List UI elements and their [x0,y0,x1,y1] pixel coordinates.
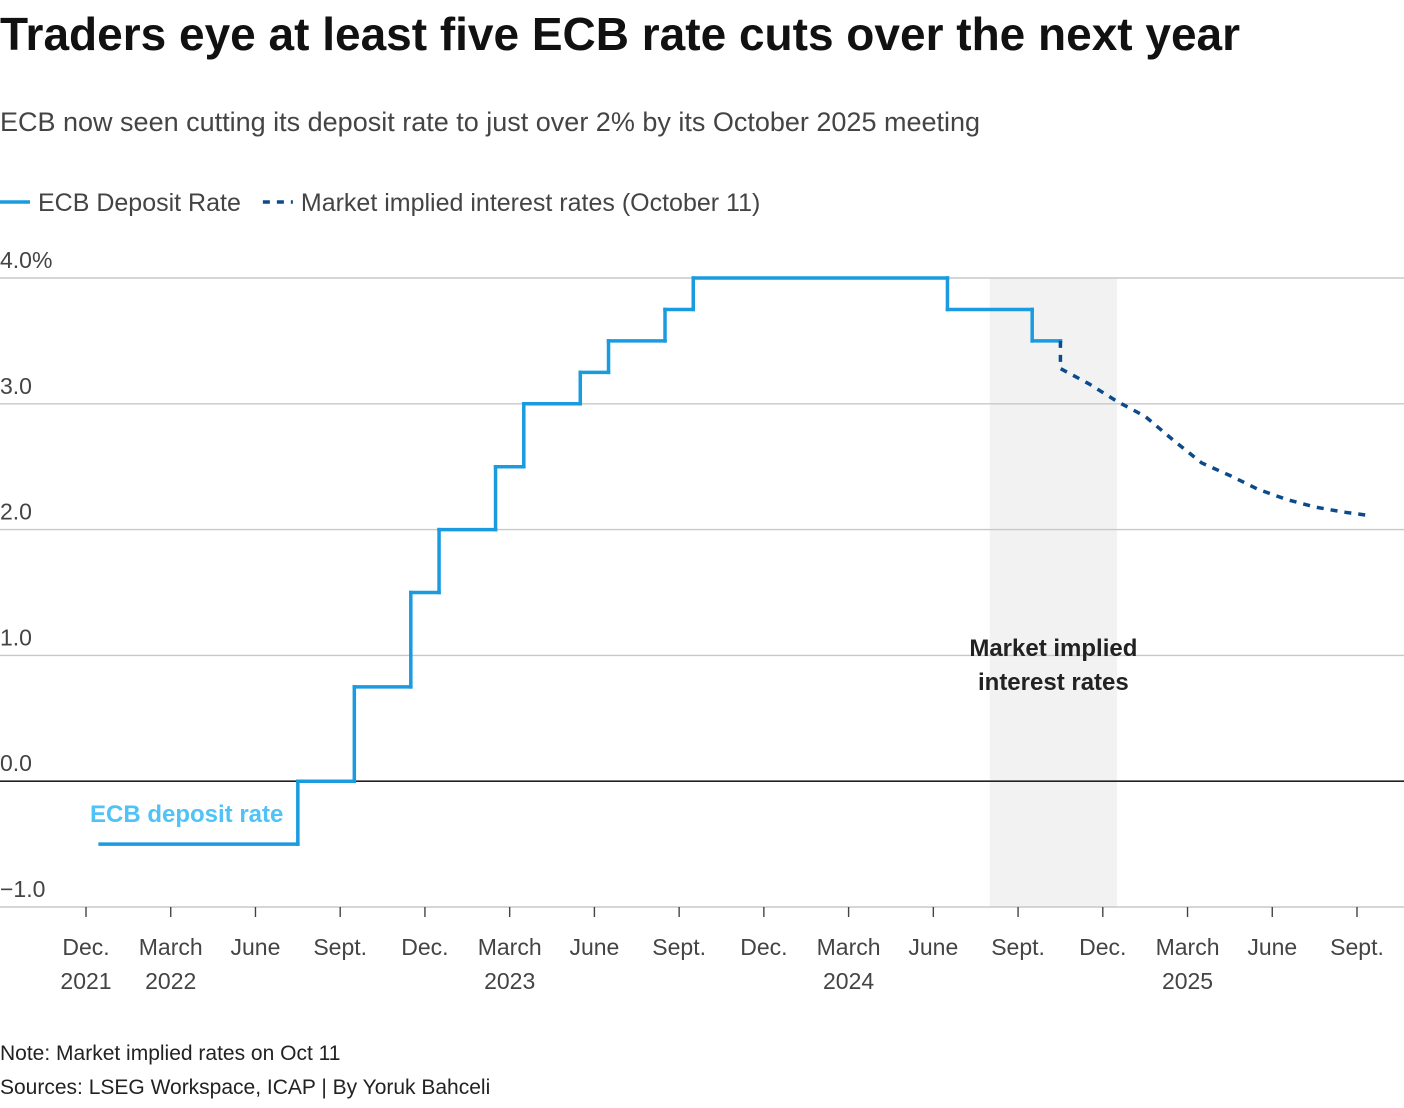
note: Note: Market implied rates on Oct 11 [0,1042,340,1065]
legend-label: ECB Deposit Rate [38,189,241,217]
x-tick-label: Sept. [991,934,1045,960]
chart-title: Traders eye at least five ECB rate cuts … [0,8,1240,60]
x-tick-label: June [569,934,619,960]
shaded-region [989,278,1117,907]
x-tick-label: June [908,934,958,960]
source: Sources: LSEG Workspace, ICAP | By Yoruk… [0,1076,490,1099]
x-tick-label: Dec. 2021 [60,934,111,994]
x-tick-label: Dec. [1079,934,1126,960]
x-tick-label: Sept. [652,934,706,960]
y-tick-label: −1.0 [0,876,45,902]
x-tick-label: Dec. [401,934,448,960]
annotation: ECB deposit rate [90,801,283,828]
y-tick-label: 3.0 [0,373,32,399]
y-tick-label: 2.0 [0,499,32,525]
dashed-line [1058,340,1372,518]
x-tick-label: Dec. [740,934,787,960]
chart-subtitle: ECB now seen cutting its deposit rate to… [0,107,980,137]
x-tick-label: June [231,934,281,960]
x-tick-label: March 2022 [139,934,203,994]
legend-label: Market implied interest rates (October 1… [301,189,760,217]
x-tick-label: March 2023 [478,934,542,994]
x-tick-label: Sept. [313,934,367,960]
x-tick-label: March 2025 [1156,934,1220,994]
shaded-region-label: Market implied interest rates [969,635,1137,696]
x-tick-label: Sept. [1330,934,1384,960]
y-tick-label: 4.0% [0,247,52,273]
y-tick-label: 0.0 [0,750,32,776]
x-tick-label: March 2024 [817,934,881,994]
y-tick-label: 1.0 [0,624,32,650]
x-tick-label: June [1247,934,1297,960]
